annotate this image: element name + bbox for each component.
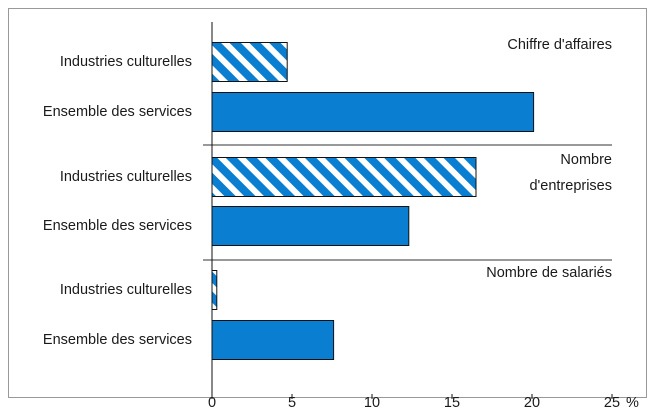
category-label: Ensemble des services — [43, 104, 192, 120]
group-title: Nombre de salariés — [486, 265, 612, 281]
x-tick-label: 10 — [364, 395, 380, 411]
category-label: Ensemble des services — [43, 332, 192, 348]
x-tick-label: 20 — [524, 395, 540, 411]
bar — [211, 320, 335, 360]
bar — [211, 92, 535, 132]
x-tick-label: 15 — [444, 395, 460, 411]
category-label: Ensemble des services — [43, 218, 192, 234]
x-tick-label: 25 — [604, 395, 620, 411]
x-tick-label: 5 — [288, 395, 296, 411]
group-title: Nombre — [560, 152, 612, 168]
frame — [8, 8, 647, 398]
bar — [211, 157, 477, 197]
group-title: d'entreprises — [529, 178, 612, 194]
bar — [211, 206, 410, 246]
x-unit: % — [626, 395, 639, 411]
bar — [211, 270, 218, 310]
group-title: Chiffre d'affaires — [507, 37, 612, 53]
category-label: Industries culturelles — [60, 169, 192, 185]
x-tick-label: 0 — [208, 395, 216, 411]
category-label: Industries culturelles — [60, 54, 192, 70]
category-label: Industries culturelles — [60, 282, 192, 298]
bar — [211, 42, 288, 82]
